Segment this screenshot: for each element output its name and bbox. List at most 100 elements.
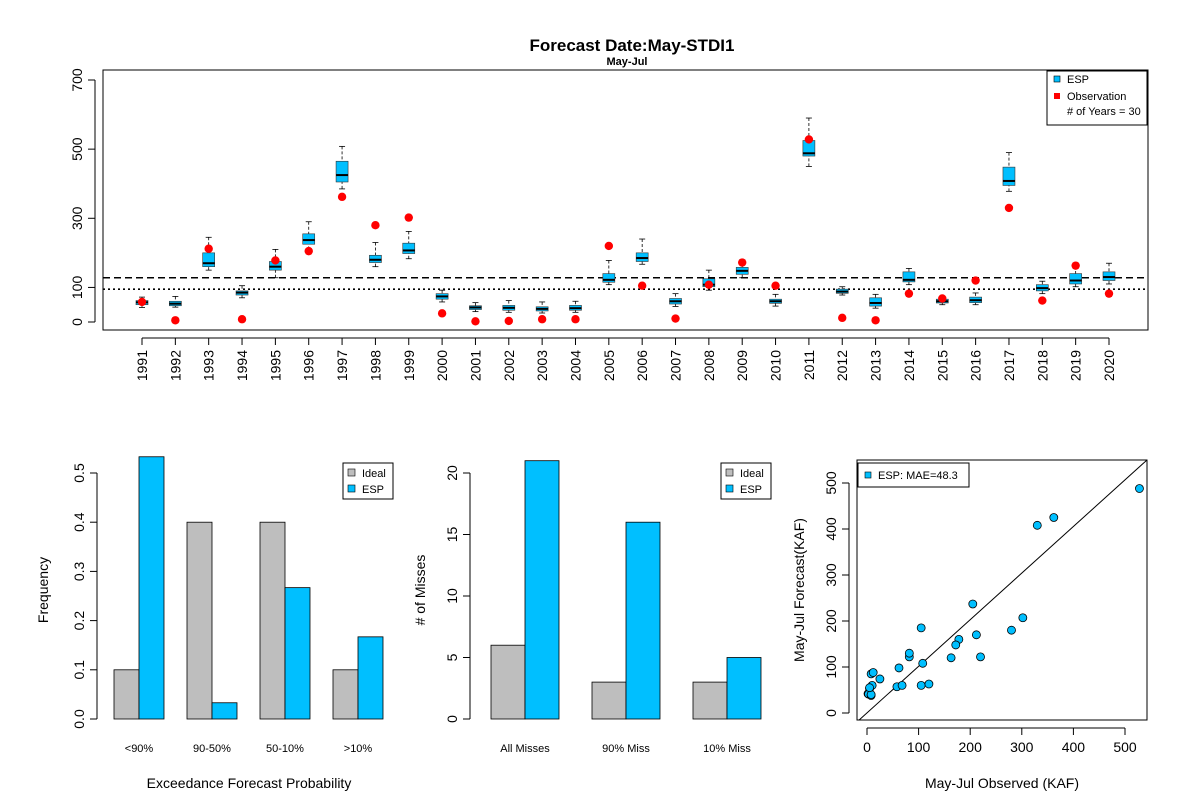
frequency-category-label: >10% xyxy=(344,743,373,755)
frequency-bar-esp xyxy=(284,587,311,720)
boxplot-x-tick-label: 2012 xyxy=(834,350,850,381)
scatter-point xyxy=(951,640,961,650)
esp-box xyxy=(369,242,382,268)
reference-lines xyxy=(103,276,1148,290)
esp-box xyxy=(235,285,249,299)
scatter-x-axis-title: May-Jul Observed (KAF) xyxy=(925,775,1079,791)
boxplot-x-tick-label: 2009 xyxy=(734,350,750,381)
scatter-x-tick-label: 500 xyxy=(1113,739,1137,755)
scatter-panel: 0 100 200 300 400 500 0 100 200 300 400 500 May-Ju… xyxy=(791,459,1148,791)
scatter-point xyxy=(904,648,914,658)
misses-bar-esp xyxy=(524,460,560,720)
boxplot-x-tick-label: 2015 xyxy=(934,350,950,381)
observation-point xyxy=(404,213,413,222)
frequency-y-tick-label: 0.3 xyxy=(71,561,87,581)
esp-box-body xyxy=(335,160,349,183)
boxplot-x-tick-label: 2002 xyxy=(501,350,517,381)
scatter-y-axis: 0 100 200 300 400 500 xyxy=(823,471,850,717)
observation-point xyxy=(1038,296,1047,305)
scatter-y-tick-label: 500 xyxy=(823,471,839,495)
frequency-y-tick-label: 0.5 xyxy=(71,463,87,483)
esp-box xyxy=(402,231,416,260)
scatter-x-tick-label: 200 xyxy=(959,739,983,755)
misses-y-axis-title: # of Misses xyxy=(412,555,428,626)
boxplot-y-tick-label: 0 xyxy=(69,318,85,326)
misses-y-axis: 0 5 10 15 20 xyxy=(444,465,471,723)
boxplot-panel: Forecast Date:May-STDI1 May-Jul 0 100 300 5… xyxy=(69,36,1149,381)
observation-point xyxy=(471,317,480,326)
boxplot-x-tick-label: 2018 xyxy=(1034,350,1050,381)
observation-point xyxy=(1104,289,1114,298)
scatter-point xyxy=(916,681,926,690)
observation-point xyxy=(271,256,280,265)
boxplot-plot-frame xyxy=(102,69,1149,331)
frequency-bar-ideal xyxy=(186,521,213,720)
misses-y-tick-label: 5 xyxy=(444,653,460,661)
frequency-y-axis: 0.0 0.1 0.2 0.3 0.4 0.5 xyxy=(71,463,98,729)
observation-point xyxy=(304,246,313,256)
esp-box xyxy=(1036,280,1049,295)
esp-box xyxy=(469,302,482,313)
misses-y-tick-label: 10 xyxy=(444,588,460,604)
boxplot-x-tick-label: 2008 xyxy=(701,350,717,381)
scatter-x-tick-label: 400 xyxy=(1062,739,1086,755)
frequency-category-label: 50-10% xyxy=(266,743,304,755)
observation-point xyxy=(537,315,547,324)
scatter-y-tick-label: 0 xyxy=(823,709,839,717)
scatter-x-tick-label: 100 xyxy=(907,739,931,755)
observation-point xyxy=(971,276,980,285)
observation-point xyxy=(437,309,447,318)
scatter-point xyxy=(897,681,907,690)
esp-box-body xyxy=(869,297,882,307)
esp-box-body xyxy=(902,271,916,283)
misses-legend-ideal-label: Ideal xyxy=(740,468,764,480)
boxplot-x-tick-label: 2007 xyxy=(668,350,684,381)
scatter-y-tick-label: 400 xyxy=(823,517,839,541)
misses-bar-esp xyxy=(625,521,661,720)
frequency-category-label: 90-50% xyxy=(193,743,231,755)
scatter-point xyxy=(916,623,926,633)
scatter-legend-label: ESP: MAE=48.3 xyxy=(878,470,958,482)
esp-box xyxy=(1102,262,1116,285)
esp-box xyxy=(1002,152,1016,192)
boxplot-x-tick-label: 2003 xyxy=(534,350,550,381)
boxplot-x-tick-label: 2006 xyxy=(634,350,650,381)
observation-point xyxy=(1004,203,1014,213)
esp-box-body xyxy=(602,273,616,283)
boxplot-x-tick-label: 2020 xyxy=(1101,350,1117,381)
scatter-legend-box xyxy=(857,462,970,488)
misses-legend-ideal-swatch xyxy=(725,468,734,477)
misses-y-tick-label: 0 xyxy=(444,715,460,723)
scatter-point xyxy=(1135,484,1144,493)
frequency-legend-esp-label: ESP xyxy=(362,484,384,496)
one-to-one-line-segment xyxy=(858,459,1148,721)
scatter-point xyxy=(1032,520,1042,530)
frequency-legend-ideal-label: Ideal xyxy=(362,468,386,480)
frequency-category-labels: <90% 90-50% 50-10% >10% xyxy=(125,743,373,755)
boxplot-x-tick-label: 1998 xyxy=(367,350,383,381)
misses-category-label: 10% Miss xyxy=(703,743,751,755)
misses-legend-esp-swatch xyxy=(725,484,734,493)
misses-legend-esp-label: ESP xyxy=(740,484,762,496)
observation-point xyxy=(938,294,947,303)
scatter-point xyxy=(1007,625,1016,635)
misses-y-tick-label: 15 xyxy=(444,527,460,543)
esp-box xyxy=(902,268,916,286)
boxplot-y-tick-label: 300 xyxy=(69,206,85,230)
frequency-bar-ideal xyxy=(113,669,140,720)
misses-bar-esp xyxy=(726,657,762,720)
scatter-point xyxy=(971,630,981,640)
esp-box xyxy=(669,293,682,307)
observation-point xyxy=(204,244,213,253)
esp-box xyxy=(769,293,782,307)
boxplot-x-tick-label: 2014 xyxy=(901,350,917,381)
scatter-points xyxy=(863,484,1144,700)
scatter-point xyxy=(1049,513,1059,522)
boxplot-y-tick-label: 700 xyxy=(69,68,85,92)
boxplot-x-tick-label: 1993 xyxy=(201,350,217,381)
scatter-point xyxy=(875,674,885,684)
observation-point xyxy=(1071,261,1080,270)
esp-box xyxy=(435,289,449,303)
frequency-category-label: <90% xyxy=(125,743,154,755)
legend-observation-label: Observation xyxy=(1067,91,1126,103)
